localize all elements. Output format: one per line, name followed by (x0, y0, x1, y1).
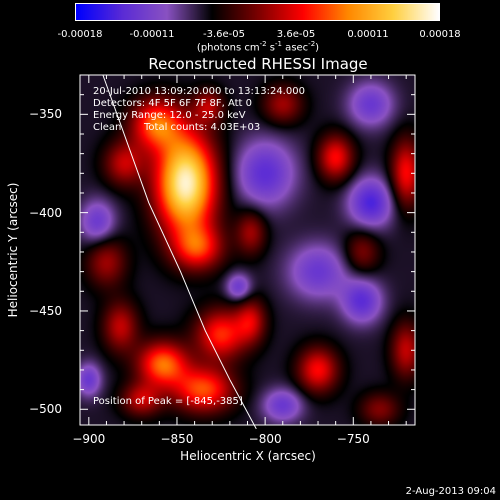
x-tick-label: −900 (72, 432, 106, 446)
colorbar-tick-label: -0.00018 (57, 29, 103, 40)
y-axis-label: Heliocentric Y (arcsec) (6, 182, 20, 318)
y-tick-label: −500 (29, 402, 62, 417)
y-tick-label: −450 (29, 303, 62, 318)
chart-title: Reconstructed RHESSI Image (148, 55, 368, 73)
footer-date: 2-Aug-2013 09:04 (405, 486, 496, 497)
x-axis-label: Heliocentric X (arcsec) (180, 449, 316, 463)
y-tick-label: −400 (29, 205, 62, 220)
y-tick-label: −350 (29, 107, 62, 122)
colorbar-tick-label: 0.00018 (419, 29, 461, 40)
x-tick-label: −800 (248, 432, 282, 446)
annotation-energy-range: Energy Range: 12.0 - 25.0 keV (93, 110, 246, 121)
colorbar-tick-label: -3.6e-05 (203, 29, 245, 40)
colorbar (75, 3, 440, 21)
annotation-peak-position: Position of Peak = [-845,-385] (93, 396, 243, 407)
colorbar-tick-label: 0.00011 (347, 29, 389, 40)
colorbar-tick-label: 3.6e-05 (276, 29, 316, 40)
annotation-total-counts: Total counts: 4.03E+03 (144, 122, 261, 133)
colorbar-unit-label: (photons cm-2 s-1 asec-2) (196, 40, 320, 54)
annotation-time-range: 20-Jul-2010 13:09:20.000 to 13:13:24.000 (93, 86, 305, 97)
x-tick-label: −750 (336, 432, 370, 446)
annotation-method: Clean (93, 122, 122, 133)
x-tick-label: −850 (160, 432, 194, 446)
colorbar-tick-label: -0.00011 (129, 29, 175, 40)
annotation-detectors: Detectors: 4F 5F 6F 7F 8F, Att 0 (93, 98, 253, 109)
